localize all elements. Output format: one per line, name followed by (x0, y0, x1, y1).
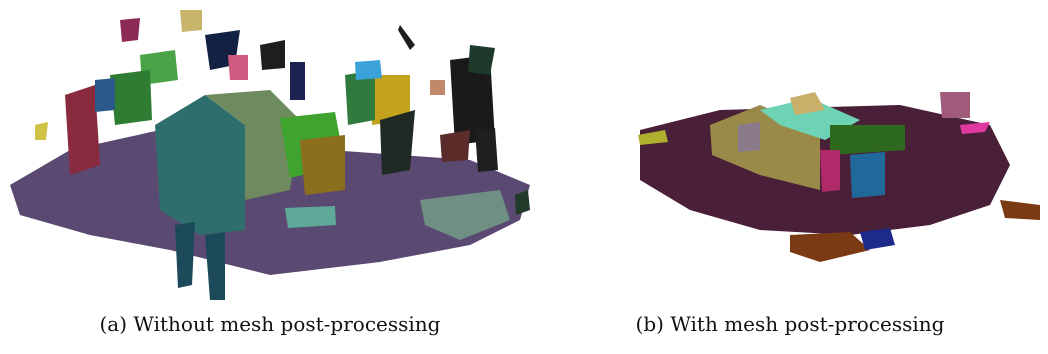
wall (738, 122, 760, 152)
box (95, 78, 115, 112)
box (398, 25, 415, 50)
box (110, 70, 152, 125)
wall (65, 85, 100, 175)
caption: (a) Without mesh post-processing (100, 312, 441, 336)
floor-patch (1000, 200, 1040, 220)
roof (830, 125, 905, 155)
scene-without-postprocessing (10, 10, 530, 300)
wall (940, 92, 970, 118)
box (228, 55, 248, 80)
box (290, 62, 305, 100)
box (120, 18, 140, 42)
box (175, 222, 195, 288)
box (300, 135, 345, 195)
floor-patch (790, 232, 870, 262)
box (475, 128, 498, 172)
box (180, 10, 202, 32)
box (440, 130, 470, 162)
figure-images (0, 0, 1048, 310)
wall (850, 152, 885, 198)
box (468, 45, 495, 75)
scene-with-postprocessing (638, 92, 1040, 262)
wall (820, 150, 840, 192)
floor-patch (285, 206, 336, 228)
figure: (a) Without mesh post-processing (b) Wit… (0, 0, 1048, 354)
box (355, 60, 382, 80)
floor-patch (860, 228, 895, 250)
caption: (b) With mesh post-processing (636, 312, 945, 336)
box (260, 40, 285, 70)
box (430, 80, 445, 95)
box (205, 232, 225, 300)
box (380, 110, 415, 175)
wall (155, 95, 245, 235)
box (35, 122, 48, 140)
